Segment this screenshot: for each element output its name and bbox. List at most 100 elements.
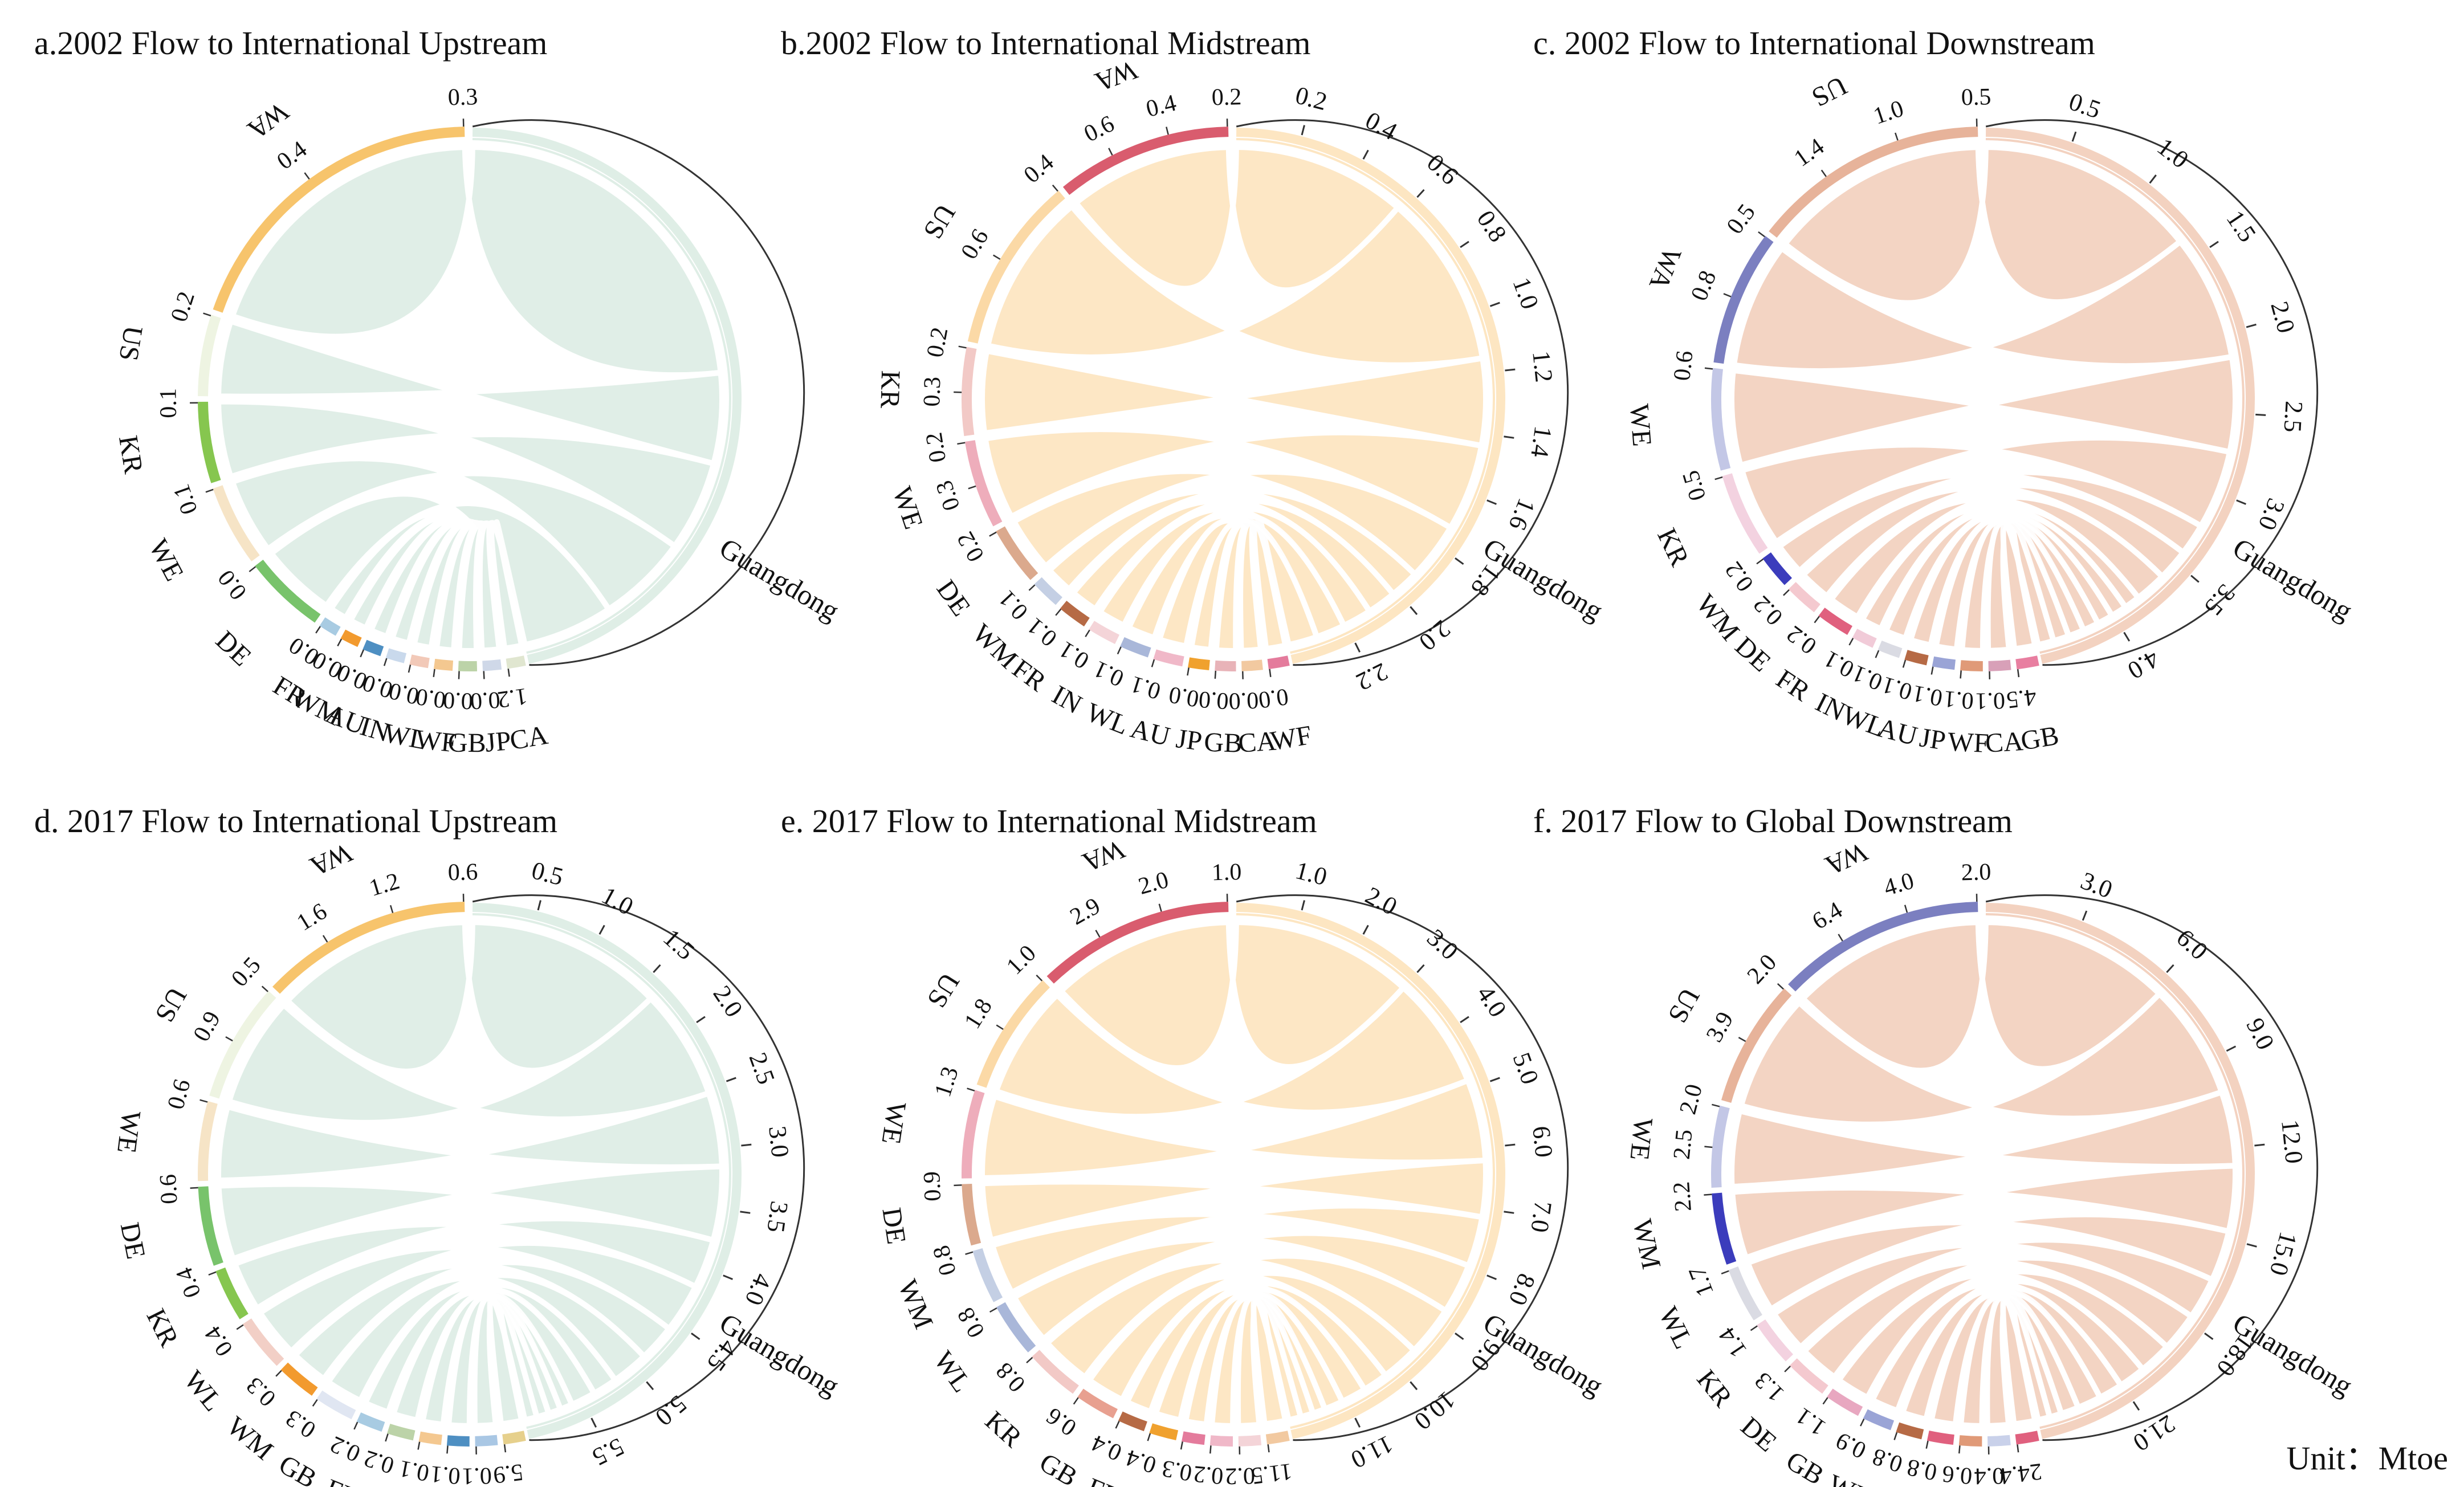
target-label: Guangdong — [714, 532, 845, 627]
target-tick — [2166, 964, 2174, 973]
source-label: WF — [414, 724, 458, 759]
target-tick-label: 5.0 — [650, 1390, 693, 1432]
target-axis — [472, 119, 805, 666]
source-tick — [208, 1271, 217, 1276]
source-tick-label: 0.6 — [1042, 1402, 1081, 1441]
source-segment — [255, 559, 321, 623]
panel-title: b.2002 Flow to International Midstream — [781, 25, 1310, 62]
source-tick-label: 0.2 — [922, 325, 954, 360]
source-tick-label: 2.2 — [1668, 1181, 1697, 1213]
source-tick-label: 0.6 — [447, 859, 478, 886]
source-segment — [1960, 660, 1983, 671]
target-tick — [1410, 606, 1418, 616]
source-tick-label: 0.2 — [326, 1431, 364, 1467]
source-label: WE — [1624, 403, 1657, 447]
source-tick — [1704, 367, 1713, 370]
source-tick — [1108, 148, 1113, 156]
source-tick — [1117, 646, 1122, 655]
source-tick — [199, 1099, 208, 1103]
source-segment — [1712, 1192, 1737, 1265]
target-tick-label: 5.0 — [1507, 1049, 1544, 1087]
source-tick-label: 0.8 — [952, 1303, 990, 1342]
source-segment — [1852, 629, 1877, 648]
panel-title: d. 2017 Flow to International Upstream — [34, 802, 557, 840]
source-tick-label: 0.3 — [241, 1372, 281, 1412]
target-tick — [2204, 1333, 2214, 1341]
source-tick — [1738, 1037, 1746, 1042]
source-tick — [2017, 1444, 2019, 1453]
source-tick-label: 0.1 — [429, 1460, 461, 1487]
source-tick-label: 0.6 — [1669, 349, 1699, 382]
source-tick-label: 0.6 — [956, 225, 993, 264]
source-label: JP — [1917, 722, 1948, 756]
source-tick-label: 0.5 — [1961, 84, 1991, 111]
source-tick-label: 0.1 — [1975, 687, 2005, 714]
panel-title: c. 2002 Flow to International Downstream — [1533, 25, 2095, 62]
source-tick — [433, 669, 435, 677]
source-segment — [1927, 1431, 1954, 1445]
target-tick-label: 1.0 — [1507, 274, 1544, 312]
source-tick — [1147, 1433, 1151, 1441]
source-tick — [1894, 132, 1899, 141]
target-tick — [740, 1211, 751, 1214]
target-tick — [723, 1274, 733, 1280]
source-segment — [1789, 1358, 1828, 1394]
source-tick-label: 0.6 — [1941, 1460, 1973, 1487]
source-tick-label: 0.4 — [171, 1264, 206, 1302]
source-segment — [1988, 1435, 2011, 1447]
source-label: WM — [1691, 589, 1746, 647]
source-label: FR — [1083, 1472, 1125, 1487]
target-tick-label: 1.0 — [1293, 856, 1330, 891]
source-tick — [353, 1421, 359, 1430]
source-segment — [1958, 1435, 1982, 1447]
source-label: FR — [321, 1473, 364, 1487]
source-label: WA — [1078, 834, 1129, 878]
source-segment — [1062, 127, 1229, 195]
source-tick — [1750, 1325, 1758, 1331]
source-segment — [409, 654, 430, 669]
target-tick-label: 0.8 — [1472, 205, 1512, 247]
source-tick-label: 1.4 — [1714, 1322, 1752, 1362]
target-tick — [1354, 1417, 1361, 1428]
source-tick — [408, 665, 412, 673]
source-segment — [1209, 1435, 1233, 1447]
source-tick-label: 0.9 — [1832, 1427, 1870, 1464]
source-tick — [1095, 930, 1101, 938]
target-axis — [1236, 119, 1569, 666]
target-tick — [1416, 189, 1425, 198]
target-tick-label: 4.0 — [739, 1270, 777, 1309]
target-tick — [2132, 1401, 2140, 1411]
source-tick — [1822, 1397, 1828, 1405]
source-segment — [198, 1186, 223, 1266]
chord-ribbon — [225, 994, 712, 1126]
source-label: US — [1807, 70, 1852, 113]
source-tick-label: 0.6 — [162, 1077, 196, 1113]
source-tick-label: 2.0 — [1742, 950, 1782, 989]
target-tick-label: 0.2 — [1293, 81, 1330, 116]
source-segment — [1728, 1266, 1762, 1321]
source-label: DE — [1729, 631, 1777, 678]
source-tick-label: 1.8 — [959, 994, 997, 1033]
source-segment — [198, 315, 221, 397]
source-tick — [1214, 670, 1217, 679]
source-tick — [383, 658, 388, 666]
source-segment — [1863, 1409, 1895, 1431]
source-label: GB — [274, 1449, 321, 1487]
source-label: FR — [1771, 663, 1815, 707]
source-tick — [1848, 638, 1854, 646]
source-segment — [502, 1431, 526, 1445]
source-label: WF — [1947, 727, 1989, 759]
source-tick — [389, 905, 394, 914]
source-segment — [316, 1390, 356, 1420]
source-label: IN — [1047, 679, 1087, 720]
source-label: WA — [1643, 243, 1687, 294]
target-tick — [1455, 1333, 1464, 1341]
target-tick — [2149, 174, 2157, 184]
source-segment — [1757, 1319, 1793, 1362]
source-tick-label: 0.5 — [226, 952, 266, 992]
source-segment — [1721, 988, 1792, 1103]
source-tick-label: 0.0 — [470, 686, 501, 714]
target-axis — [1985, 894, 2319, 1441]
target-tick — [741, 1143, 752, 1147]
